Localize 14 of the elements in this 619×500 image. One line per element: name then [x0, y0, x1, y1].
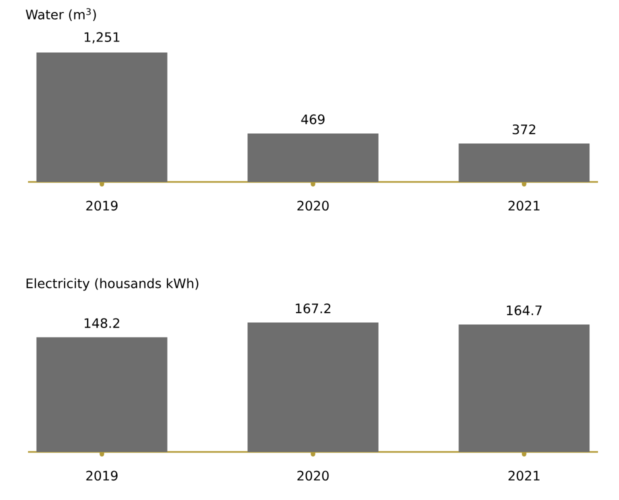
- data-label: 148.2: [84, 318, 120, 328]
- x-tick-label: 2021: [508, 470, 540, 481]
- data-label: 164.7: [506, 305, 542, 316]
- x-tick-label: 2019: [86, 200, 118, 211]
- data-label: 469: [301, 114, 324, 124]
- chart-title: Water (m$^{3}$): [26, 8, 96, 21]
- x-tick-label: 2020: [297, 470, 329, 481]
- x-tick-label: 2021: [508, 200, 540, 211]
- data-label: 1,251: [84, 32, 120, 44]
- data-label: 167.2: [296, 303, 330, 314]
- chart-title: Electricity (housands kWh): [26, 278, 198, 291]
- x-tick-label: 2020: [297, 200, 329, 211]
- x-tick-label: 2019: [86, 470, 118, 481]
- data-label: 372: [512, 124, 536, 134]
